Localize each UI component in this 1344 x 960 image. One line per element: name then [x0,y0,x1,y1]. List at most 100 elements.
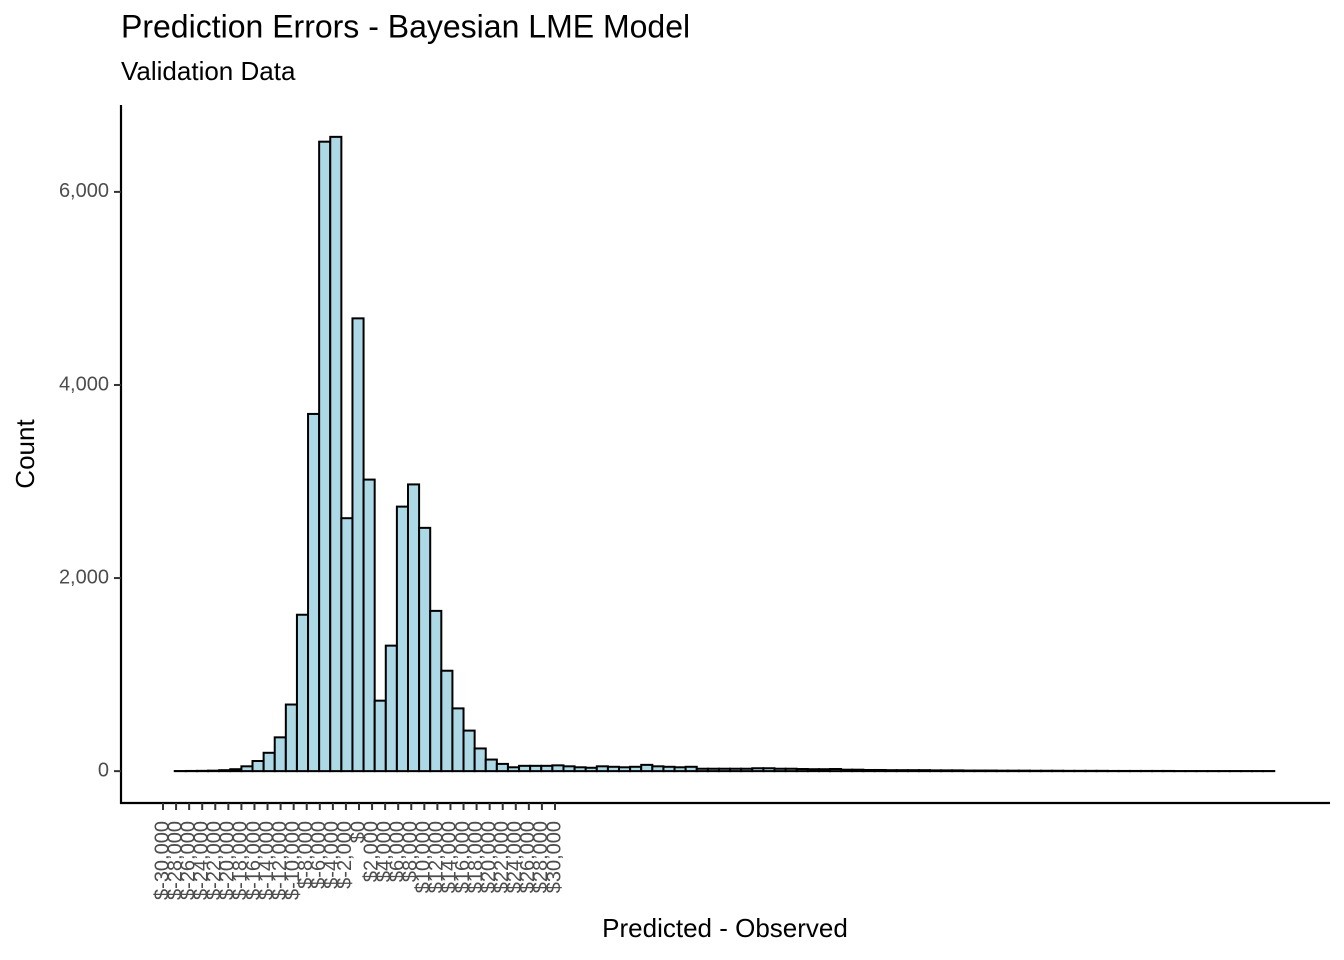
bar [518,764,532,773]
bar [751,767,765,773]
bar [651,765,665,773]
x-tick-label: $4,000 [373,821,395,882]
x-tick-label: $-2,000 [334,821,356,889]
bar [440,669,454,773]
chart-subtitle: Validation Data [121,56,296,86]
x-tick-label: $22,000 [491,821,513,893]
x-tick-label: $-24,000 [190,821,212,900]
bar [951,769,965,773]
bar [717,767,732,773]
bar [840,768,854,773]
bar [240,765,254,773]
x-tick-label: $10,000 [413,821,435,893]
bar [595,765,609,773]
bar [862,768,876,773]
bar [618,766,632,773]
bar [584,766,598,773]
bar [229,768,243,773]
bar [351,317,365,773]
x-tick-label: $-14,000 [256,821,278,900]
bar [218,769,232,773]
x-tick-label: $-16,000 [243,821,265,900]
y-tick-label: 2,000 [59,566,109,588]
x-tick-label: $-8,000 [295,821,317,889]
bar [529,764,543,773]
bar [673,766,687,773]
bar [873,768,887,773]
bar [373,699,387,773]
bar [706,767,720,773]
bar [362,478,376,773]
x-tick-label: $24,000 [504,821,526,893]
bar [973,769,987,773]
bar [418,526,432,773]
bar [251,760,265,773]
bar [473,747,487,773]
x-tick-label: $-4,000 [321,821,343,889]
bar [340,517,354,773]
x-tick-label: $-18,000 [230,821,252,900]
x-tick-label: $18,000 [465,821,487,893]
bar [817,768,832,773]
bar [684,765,698,773]
x-tick-label: $8,000 [400,821,422,882]
bar [384,644,398,773]
bar [318,140,332,773]
bar [940,769,954,773]
bar [273,736,287,773]
x-tick-label: $-6,000 [308,821,330,889]
bar [729,767,743,773]
bar [429,609,443,773]
bar [562,765,576,773]
bar [262,751,276,773]
bar [884,769,898,773]
x-tick-label: $28,000 [530,821,552,893]
bar [695,767,709,773]
bar [740,767,754,773]
x-tick-label: $20,000 [478,821,500,893]
bar [851,768,865,773]
x-tick-label: $-30,000 [151,821,173,900]
bar [662,765,676,773]
bar [984,769,998,773]
x-axis-label: Predicted - Observed [602,913,848,943]
bar [484,758,498,773]
bar [406,483,421,773]
y-axis-label: Count [10,419,40,489]
bar [829,768,843,773]
bar [962,769,976,773]
x-tick-label: $-10,000 [282,821,304,900]
x-tick-label: $2,000 [360,821,382,882]
bar [762,767,776,773]
bar [329,135,343,773]
bar [806,768,820,773]
bar [307,412,321,773]
bar [495,762,509,773]
bar [506,766,521,773]
bar [573,766,587,773]
bar [784,767,798,773]
x-tick-label: $-26,000 [177,821,199,900]
bar [295,613,310,773]
bar [606,765,621,773]
x-tick-label: $-22,000 [204,821,226,900]
chart-title: Prediction Errors - Bayesian LME Model [121,8,690,44]
x-tick-label: $16,000 [452,821,474,893]
x-tick-label: $6,000 [386,821,408,882]
bar [395,505,409,773]
bar [906,769,920,773]
bar [540,764,554,773]
y-tick-label: 0 [98,759,109,781]
x-tick-label: $30,000 [543,821,565,893]
x-tick-label: $14,000 [439,821,461,893]
bar [462,729,476,773]
bar [773,767,787,773]
bar [640,763,654,773]
x-tick-label: $0 [347,821,369,843]
bar [284,703,298,773]
bar [795,768,809,773]
y-tick-label: 6,000 [59,180,109,202]
bar [629,765,643,773]
bar [551,764,565,773]
